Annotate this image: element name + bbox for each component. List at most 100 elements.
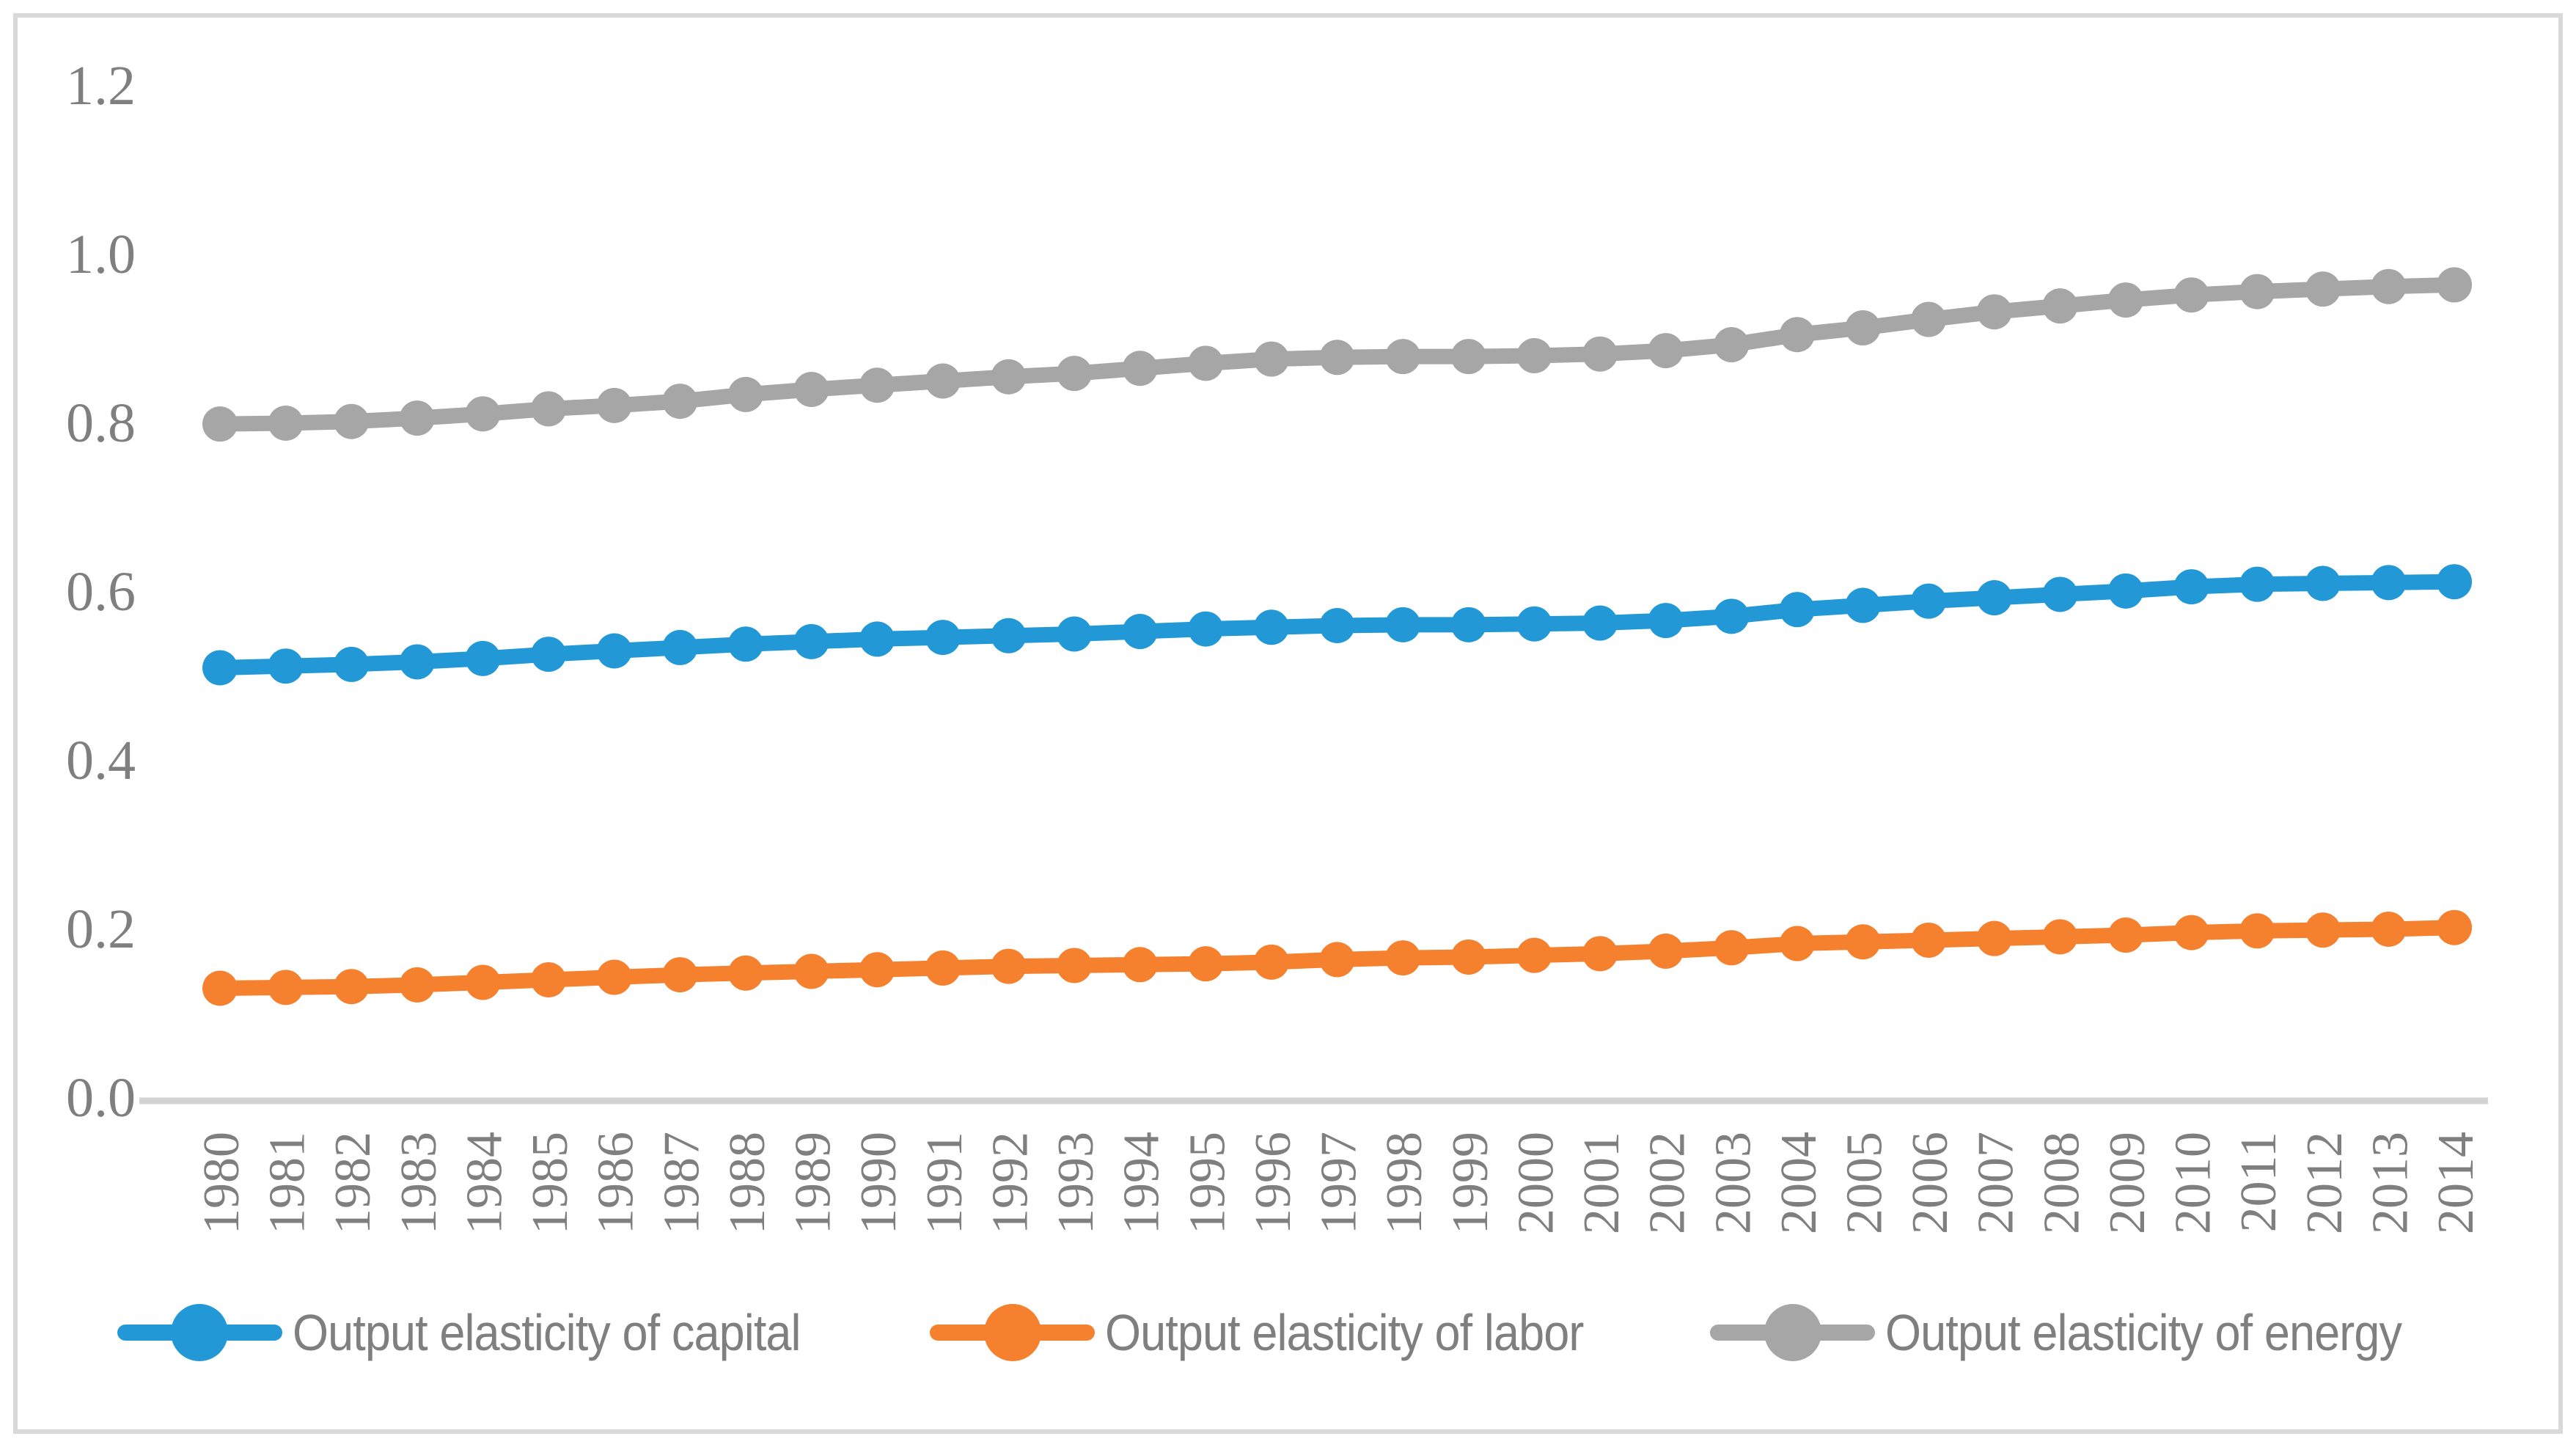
data-point-capital (1976, 580, 2012, 616)
data-point-energy (2371, 268, 2407, 304)
data-point-capital (1122, 614, 1158, 650)
data-point-labor (399, 967, 435, 1003)
x-tick-label: 1986 (588, 1132, 645, 1234)
x-tick-label: 1980 (194, 1132, 250, 1234)
data-point-capital (268, 648, 304, 684)
data-point-capital (1385, 607, 1421, 642)
data-point-energy (1385, 339, 1421, 375)
data-point-labor (268, 970, 304, 1005)
data-point-energy (1845, 310, 1881, 346)
x-tick-label: 1995 (1179, 1132, 1236, 1234)
y-tick-label: 0.4 (66, 730, 136, 791)
data-point-capital (399, 644, 435, 680)
data-point-labor (793, 953, 829, 989)
data-point-labor (1714, 930, 1750, 966)
data-point-labor (2107, 917, 2143, 953)
data-point-energy (793, 372, 829, 407)
data-point-energy (1450, 339, 1486, 375)
data-point-labor (1057, 948, 1093, 983)
data-point-labor (2239, 913, 2275, 949)
data-point-labor (1516, 937, 1552, 973)
data-point-capital (1057, 616, 1093, 652)
data-point-capital (793, 623, 829, 659)
x-tick-label: 1982 (325, 1132, 381, 1234)
y-tick-label: 0.8 (66, 392, 136, 454)
data-point-labor (1253, 944, 1289, 980)
legend-item-energy: Output elasticity of energy (1710, 1303, 2459, 1362)
legend-line-marker-labor (930, 1304, 1096, 1361)
x-tick-label: 1985 (522, 1132, 579, 1234)
data-point-capital (1779, 592, 1815, 628)
data-point-labor (1385, 940, 1421, 976)
x-tick-label: 1987 (653, 1132, 710, 1234)
legend-line-marker-capital (117, 1304, 282, 1361)
x-tick-label: 2014 (2428, 1132, 2484, 1234)
data-point-capital (1845, 587, 1881, 623)
legend-label-labor: Output elasticity of labor (1105, 1304, 1584, 1361)
data-point-energy (399, 400, 435, 436)
data-point-capital (2371, 565, 2407, 601)
data-point-capital (465, 640, 501, 676)
data-point-capital (1714, 598, 1750, 634)
data-point-labor (727, 955, 763, 991)
chart-legend: Output elasticity of capital Output elas… (0, 1292, 2576, 1373)
y-tick-label: 1.0 (66, 224, 136, 285)
x-tick-label: 2012 (2297, 1132, 2353, 1234)
data-point-energy (1188, 345, 1224, 381)
x-tick-label: 1992 (982, 1132, 1038, 1234)
data-point-labor (2305, 912, 2341, 948)
data-point-capital (202, 650, 238, 686)
data-point-energy (727, 376, 763, 412)
data-point-labor (2437, 909, 2473, 945)
data-point-capital (925, 620, 961, 656)
data-point-labor (859, 952, 895, 988)
data-point-energy (1319, 340, 1355, 376)
x-tick-label: 2002 (1640, 1132, 1696, 1234)
data-point-energy (1779, 317, 1815, 353)
x-tick-label: 1984 (456, 1132, 513, 1234)
x-tick-label: 2004 (1771, 1132, 1827, 1234)
x-tick-label: 2011 (2231, 1132, 2287, 1232)
x-tick-label: 2007 (1968, 1132, 2025, 1234)
data-point-capital (1648, 603, 1684, 639)
data-point-capital (2437, 564, 2473, 600)
data-point-energy (2107, 282, 2143, 318)
legend-label-capital: Output elasticity of capital (292, 1304, 801, 1361)
data-point-capital (531, 637, 567, 673)
data-point-energy (1648, 333, 1684, 369)
data-point-capital (2305, 565, 2341, 601)
data-point-labor (2173, 915, 2209, 950)
data-point-labor (1582, 936, 1618, 972)
data-point-energy (1911, 301, 1947, 337)
x-tick-label: 1994 (1114, 1132, 1170, 1234)
legend-label-energy: Output elasticity of energy (1885, 1304, 2402, 1361)
data-point-capital (1582, 605, 1618, 641)
data-point-capital (1450, 607, 1486, 642)
data-point-labor (596, 959, 632, 995)
data-point-labor (1976, 920, 2012, 956)
legend-line-marker-energy (1710, 1304, 1876, 1361)
legend-item-labor: Output elasticity of labor (930, 1303, 1637, 1362)
x-tick-label: 2003 (1705, 1132, 1761, 1234)
legend-dot-labor (983, 1304, 1041, 1361)
data-point-energy (2173, 277, 2209, 313)
x-tick-label: 2006 (1902, 1132, 1959, 1234)
x-tick-label: 1993 (1048, 1132, 1104, 1234)
data-point-labor (662, 957, 698, 993)
data-point-capital (1319, 608, 1355, 643)
data-point-labor (1122, 947, 1158, 983)
data-point-energy (1516, 338, 1552, 373)
data-point-energy (202, 406, 238, 442)
data-point-energy (991, 359, 1027, 395)
legend-item-capital: Output elasticity of capital (117, 1303, 857, 1362)
data-point-energy (662, 384, 698, 420)
data-point-energy (334, 403, 370, 439)
data-point-capital (2107, 573, 2143, 609)
data-point-capital (859, 621, 895, 657)
x-tick-label: 2000 (1508, 1132, 1564, 1234)
data-point-labor (1648, 933, 1684, 969)
x-tick-label: 1998 (1376, 1132, 1433, 1234)
x-tick-label: 1989 (785, 1132, 842, 1234)
data-point-energy (2239, 274, 2275, 309)
